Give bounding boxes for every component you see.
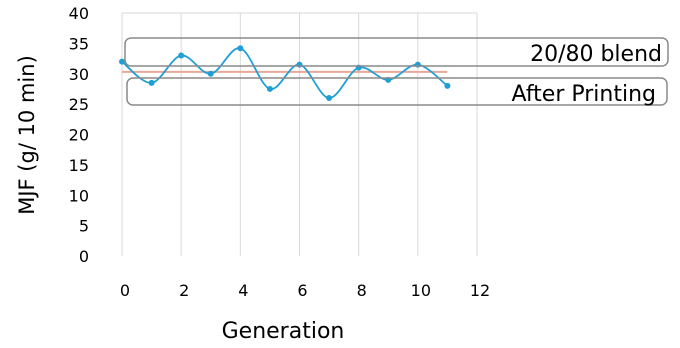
series-layer [119,45,451,102]
y-tick-label: 10 [69,186,89,205]
x-tick-label: 2 [179,281,189,300]
callout-box-blend [124,37,669,67]
y-axis-title: MJF (g/ 10 min) [15,55,39,215]
data-point [237,45,244,52]
x-tick-label: 12 [470,281,490,300]
callout-label-after-printing: After Printing [512,82,656,107]
tick-labels: 0 2 4 6 8 10 12 0 5 10 15 20 25 30 35 40 [69,4,491,300]
y-tick-label: 5 [79,217,89,236]
grid-lines [121,12,478,256]
x-tick-label: 4 [238,281,248,300]
x-axis-title: Generation [222,319,345,344]
data-point [178,52,185,59]
y-tick-label: 30 [69,65,89,84]
x-tick-label: 10 [411,281,431,300]
x-tick-label: 8 [357,281,367,300]
data-point [266,85,273,92]
y-tick-label: 40 [69,4,89,23]
x-tick-label: 0 [120,281,130,300]
series-line-after-printing [121,47,448,99]
callout-box-after-printing [126,77,668,106]
data-point [444,82,451,89]
data-point [119,58,125,65]
y-tick-label: 15 [69,156,89,175]
callout-label-blend: 20/80 blend [530,42,662,67]
x-tick-label: 6 [297,281,307,300]
y-tick-label: 0 [79,247,89,266]
data-point [148,79,155,86]
data-point [207,70,214,77]
y-tick-label: 35 [69,34,89,53]
data-point [326,95,333,102]
y-tick-label: 25 [69,95,89,114]
callout-layer: 20/80 blend After Printing [124,37,669,107]
y-tick-label: 20 [69,126,89,145]
